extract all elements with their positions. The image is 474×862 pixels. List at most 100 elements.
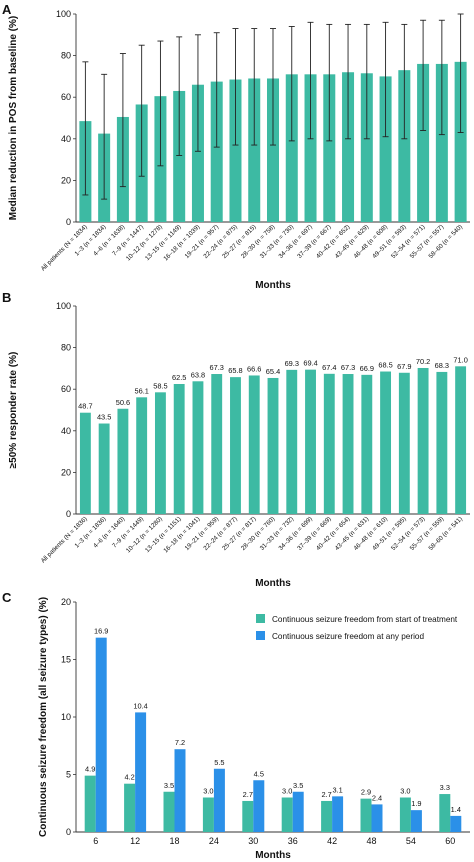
panel-c-value-label: 3.5 bbox=[164, 781, 174, 790]
panel-a-bar bbox=[417, 63, 430, 222]
panel-b-bar bbox=[361, 374, 373, 514]
panel-c-value-label: 3.5 bbox=[293, 781, 303, 790]
panel-c-bar-series-2 bbox=[292, 791, 304, 832]
panel-a-bar bbox=[342, 72, 355, 223]
panel-c-letter: C bbox=[2, 590, 12, 605]
panel-b-value-label: 67.3 bbox=[341, 363, 355, 372]
panel-c-bar-series-1 bbox=[321, 800, 333, 832]
panel-c-y-tick-label: 20 bbox=[61, 597, 71, 607]
panel-c-bar-series-1 bbox=[124, 783, 136, 832]
panel-a-bar bbox=[266, 78, 280, 222]
panel-b-value-label: 65.8 bbox=[228, 366, 242, 375]
panel-c-value-label: 10.4 bbox=[133, 701, 147, 710]
panel-c-x-axis-title: Months bbox=[255, 850, 291, 861]
panel-b-value-label: 58.5 bbox=[153, 381, 167, 390]
panel-c-value-label: 4.2 bbox=[124, 773, 134, 782]
panel-c-bar-series-1 bbox=[163, 791, 175, 832]
panel-c-bar-series-1 bbox=[281, 797, 293, 832]
panel-c-value-label: 4.5 bbox=[254, 769, 264, 778]
panel-b-x-axis-title: Months bbox=[255, 578, 291, 589]
panel-c-value-label: 3.1 bbox=[332, 785, 342, 794]
panel-b-value-label: 63.8 bbox=[191, 370, 205, 379]
panel-b-value-label: 67.3 bbox=[210, 363, 224, 372]
panel-b-value-label: 67.4 bbox=[322, 363, 336, 372]
panel-c-category-label: 24 bbox=[209, 836, 219, 846]
panel-c-category-label: 12 bbox=[130, 836, 140, 846]
panel-b-value-label: 67.9 bbox=[397, 362, 411, 371]
panel-a-bar bbox=[229, 79, 242, 223]
panel-a-bar bbox=[285, 74, 298, 222]
panel-a-bar bbox=[360, 73, 373, 222]
panel-c-value-label: 2.7 bbox=[243, 790, 253, 799]
panel-c-category-label: 6 bbox=[93, 836, 98, 846]
panel-c-legend-swatch-2 bbox=[256, 631, 265, 640]
panel-c-bar-series-2 bbox=[410, 810, 422, 832]
panel-c-value-label: 7.2 bbox=[175, 738, 185, 747]
panel-b-bar bbox=[117, 408, 129, 514]
panel-c-value-label: 16.9 bbox=[94, 627, 108, 636]
panel-c-legend-swatch-1 bbox=[256, 614, 265, 623]
panel-b-value-label: 43.5 bbox=[97, 413, 111, 422]
panel-c-bar-series-2 bbox=[174, 749, 186, 832]
panel-a-y-tick-label: 0 bbox=[66, 217, 71, 227]
panel-c-bar-series-2 bbox=[253, 780, 265, 832]
panel-b-bar bbox=[192, 381, 204, 514]
panel-c-chart: 0 5 10 15 20 Continuous seizure freedom (all … bbox=[38, 597, 470, 861]
panel-b-bar bbox=[305, 369, 316, 514]
panel-c-value-label: 1.9 bbox=[411, 799, 421, 808]
panel-b-y-tick-label: 20 bbox=[61, 467, 71, 477]
panel-a-bar bbox=[173, 90, 186, 223]
panel-c-y-tick-label: 5 bbox=[66, 770, 71, 780]
panel-a-bar bbox=[210, 81, 223, 222]
panel-b-bar bbox=[286, 369, 298, 514]
panel-b-letter: B bbox=[2, 290, 11, 305]
panel-a-y-tick-label: 60 bbox=[61, 92, 71, 102]
panel-b-bar bbox=[79, 412, 91, 514]
panel-b-y-tick-label: 100 bbox=[56, 301, 71, 311]
panel-b-y-tick-label: 60 bbox=[61, 384, 71, 394]
panel-b-value-label: 50.6 bbox=[116, 398, 130, 407]
panel-c-value-label: 3.0 bbox=[203, 787, 213, 796]
panel-a-y-axis-title: Median reduction in POS from baseline (%… bbox=[8, 16, 19, 220]
panel-b-value-label: 56.1 bbox=[134, 386, 148, 395]
panel-b-value-label: 71.0 bbox=[453, 355, 467, 364]
panel-b-y-tick-label: 0 bbox=[66, 509, 71, 519]
panel-b-value-label: 62.5 bbox=[172, 373, 186, 382]
panel-b-bar bbox=[342, 374, 354, 514]
panel-a-bar bbox=[323, 74, 336, 222]
panel-c-value-label: 2.7 bbox=[321, 790, 331, 799]
panel-b-value-label: 68.5 bbox=[378, 361, 392, 370]
panel-c-bar-series-1 bbox=[202, 797, 214, 832]
panel-b-bar bbox=[154, 392, 166, 514]
panel-c-bar-series-2 bbox=[135, 712, 147, 832]
panel-b-bar bbox=[267, 377, 279, 514]
panel-a-y-tick-label: 80 bbox=[61, 51, 71, 61]
panel-a-bar bbox=[191, 84, 204, 222]
panel-c-legend-label-1: Continuous seizure freedom from start of… bbox=[272, 615, 458, 624]
panel-b-bar bbox=[248, 375, 260, 514]
panel-b-value-label: 69.3 bbox=[285, 359, 299, 368]
panel-a-bar bbox=[435, 63, 448, 222]
panel-b-bar bbox=[230, 377, 241, 514]
panel-b-bar bbox=[436, 371, 448, 514]
panel-a-bar bbox=[454, 61, 467, 223]
panel-c-y-tick-label: 0 bbox=[66, 827, 71, 837]
panel-c-bar-series-2 bbox=[95, 637, 107, 832]
panel-c-bar-series-1 bbox=[84, 775, 96, 832]
panel-c-y-tick-label: 10 bbox=[61, 712, 71, 722]
panel-c-bar-series-1 bbox=[360, 798, 372, 832]
panel-a-bar bbox=[304, 74, 317, 222]
panel-b-y-tick-label: 80 bbox=[61, 343, 71, 353]
panel-b-value-label: 66.9 bbox=[360, 364, 374, 373]
panel-c-category-label: 18 bbox=[169, 836, 179, 846]
panel-b-y-tick-label: 40 bbox=[61, 426, 71, 436]
panel-b-bar bbox=[211, 374, 223, 514]
panel-c-value-label: 3.0 bbox=[282, 787, 292, 796]
panel-c-value-label: 3.3 bbox=[440, 783, 450, 792]
panel-b-y-axis-title: ≥50% responder rate (%) bbox=[8, 352, 19, 469]
panel-c-bar-series-2 bbox=[213, 768, 225, 832]
panel-b-value-label: 65.4 bbox=[266, 367, 280, 376]
panel-c-value-label: 2.9 bbox=[361, 788, 371, 797]
panel-b-value-label: 48.7 bbox=[78, 402, 92, 411]
